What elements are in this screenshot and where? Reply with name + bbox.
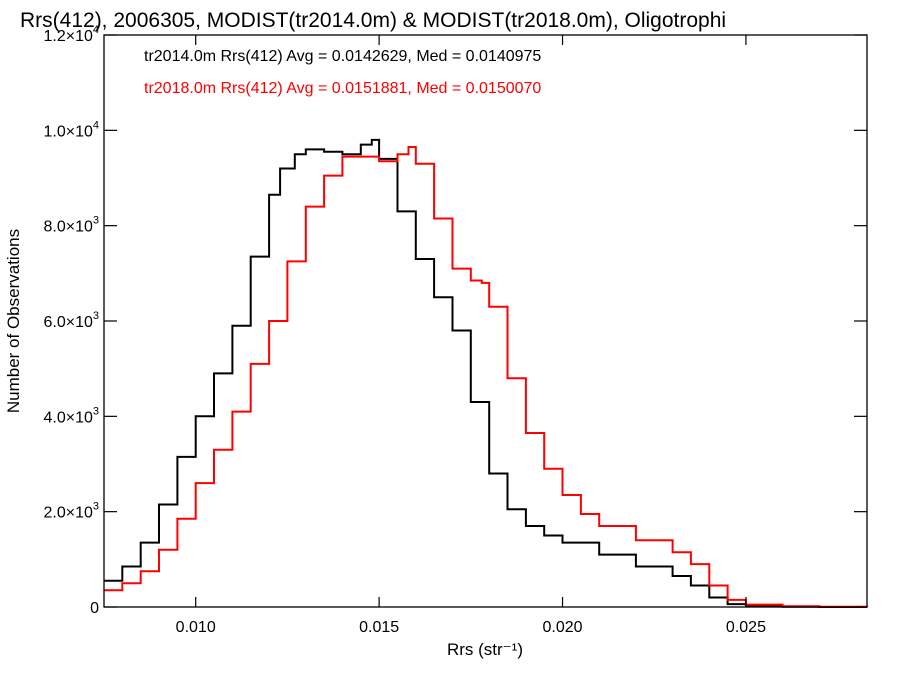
chart-title: Rrs(412), 2006305, MODIST(tr2014.0m) & M… [20,9,726,32]
legend: tr2014.0m Rrs(412) Avg = 0.0142629, Med … [144,48,541,97]
plot-area-frame [103,34,868,608]
y-tick-label: 6.0×103 [43,310,99,331]
y-tick-label: 1.2×104 [43,24,99,45]
legend-label-series-2: tr2018.0m Rrs(412) Avg = 0.0151881, Med … [144,80,541,97]
y-tick-label: 1.0×104 [43,119,99,140]
y-tick-label: 0 [90,600,99,617]
series-line-2 [104,146,868,608]
y-tick-label: 8.0×103 [43,215,99,236]
x-tick-label: 0.010 [176,619,216,636]
series-line-1 [104,138,867,608]
y-tick-label: 2.0×103 [43,501,99,522]
x-axis-label: Rrs (str⁻¹) [447,640,523,659]
axes: 0.010 0.015 0.020 0.025 0 2.0×103 4.0×103 6.0×1… [43,24,867,636]
x-tick-label: 0.025 [726,619,766,636]
x-tick-label: 0.020 [543,619,583,636]
y-tick-label: 4.0×103 [43,405,99,426]
legend-label-series-1: tr2014.0m Rrs(412) Avg = 0.0142629, Med … [144,48,541,65]
y-axis-label: Number of Observations [4,229,23,413]
series-lines [104,138,868,608]
x-tick-label: 0.015 [359,619,399,636]
